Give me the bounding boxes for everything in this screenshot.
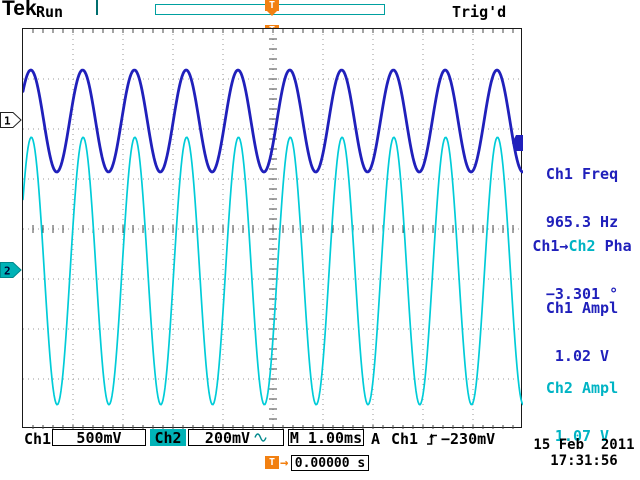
trigger-source: Ch1 bbox=[391, 430, 419, 448]
ch1-position-marker: 1 bbox=[0, 112, 22, 132]
acquisition-status: Run bbox=[36, 3, 64, 21]
ac-coupling-icon bbox=[254, 433, 267, 442]
tek-logo: Tek bbox=[2, 0, 37, 20]
waveform-ch2 bbox=[23, 136, 523, 406]
top-divider bbox=[96, 0, 98, 15]
rising-edge-icon bbox=[426, 431, 438, 450]
trigger-t-icon: T bbox=[265, 0, 279, 11]
time-label: 17:31:56 bbox=[550, 453, 618, 469]
ch2-readout-label: Ch2 bbox=[154, 428, 182, 447]
meas-value: 1.07 V bbox=[554, 427, 610, 445]
trigger-time-value: 0.00000 s bbox=[294, 455, 366, 471]
graticule-svg bbox=[23, 29, 523, 429]
arrow-icon: → bbox=[559, 237, 569, 255]
meas-value: 1.02 V bbox=[554, 347, 610, 365]
measurement-ch1-ampl: Ch1 Ampl 1.02 V bbox=[524, 268, 640, 396]
ch2-marker-label: 2 bbox=[4, 265, 11, 278]
trigger-mode-label: A bbox=[371, 430, 381, 448]
meas-value: 965.3 Hz bbox=[545, 213, 619, 231]
trigger-level-arrow-icon bbox=[512, 135, 523, 155]
ch1-scale: 500mV bbox=[76, 428, 122, 447]
meas-label: Ch1→Ch2 Pha bbox=[524, 238, 640, 254]
ch2-position-marker: 2 bbox=[0, 262, 22, 282]
waveform-ch1 bbox=[23, 68, 523, 174]
arrow-icon: → bbox=[280, 455, 289, 471]
trigger-position-flag-record: T bbox=[265, 0, 279, 16]
phase-dst: Ch2 bbox=[568, 237, 596, 255]
meas-label: Ch2 Ampl bbox=[545, 379, 619, 397]
trigger-time-box: 0.00000 s bbox=[291, 455, 369, 471]
trigger-time-t-icon: T bbox=[265, 456, 279, 469]
ch1-marker-label: 1 bbox=[4, 115, 11, 128]
phase-src: Ch1 bbox=[532, 237, 560, 255]
trigger-status: Trig'd bbox=[452, 3, 507, 21]
measurement-ch2-ampl: Ch2 Ampl 1.07 V bbox=[524, 348, 640, 476]
graticule bbox=[22, 28, 523, 429]
date-label: 15 Feb 2011 bbox=[533, 437, 635, 453]
phase-suffix: Pha bbox=[595, 237, 632, 255]
timebase: M 1.00ms bbox=[289, 428, 363, 447]
measurement-ch1-freq: Ch1 Freq 965.3 Hz bbox=[524, 134, 640, 262]
ch2-readout-chip: Ch2 bbox=[150, 428, 186, 447]
ch2-scale-box: 200mV bbox=[188, 428, 284, 447]
ch1-readout-label: Ch1 bbox=[24, 430, 52, 448]
trigger-level: −230mV bbox=[441, 430, 496, 448]
measurement-phase: Ch1→Ch2 Pha −3.301 ° bbox=[524, 206, 640, 334]
ch1-scale-box: 500mV bbox=[52, 428, 146, 447]
meas-label: Ch1 Ampl bbox=[545, 299, 619, 317]
down-arrow-icon bbox=[267, 11, 277, 16]
ch2-scale: 200mV bbox=[204, 428, 251, 447]
meas-value: −3.301 ° bbox=[545, 285, 619, 303]
timebase-box: M 1.00ms bbox=[288, 428, 364, 447]
meas-label: Ch1 Freq bbox=[545, 165, 619, 183]
